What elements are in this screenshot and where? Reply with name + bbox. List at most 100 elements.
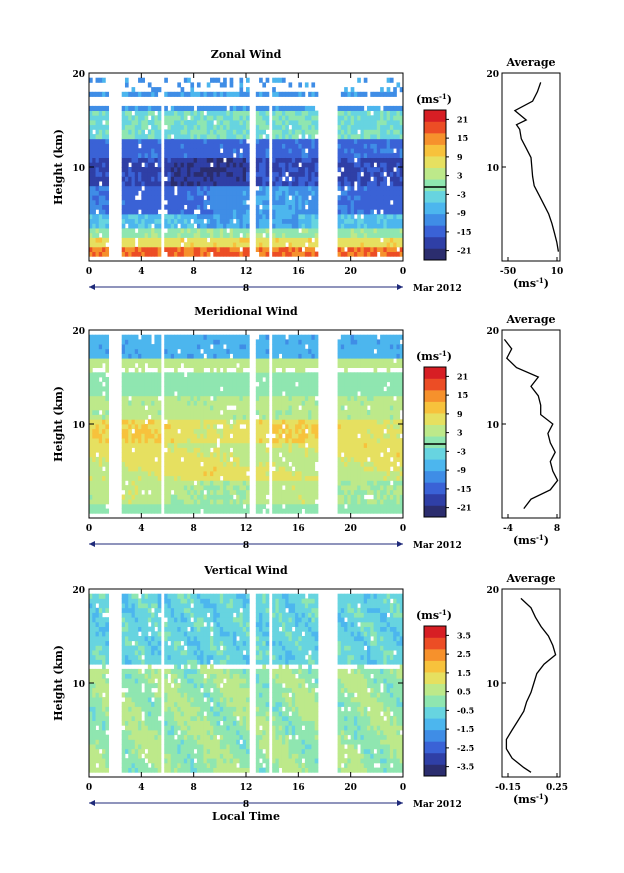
- heatmap-cell: [138, 167, 142, 173]
- heatmap-cell: [216, 353, 221, 359]
- heatmap-cell: [373, 157, 378, 163]
- panel-title: Meridional Wind: [194, 305, 298, 318]
- heatmap-cell: [353, 223, 358, 229]
- heatmap-cell: [89, 508, 93, 514]
- heatmap-cell: [124, 386, 129, 392]
- heatmap-cell: [151, 167, 155, 173]
- heatmap-cell: [105, 414, 110, 420]
- heatmap-cell: [226, 447, 231, 453]
- heatmap-cell: [255, 218, 260, 224]
- heatmap-cell: [167, 414, 172, 420]
- heatmap-cell: [124, 494, 129, 500]
- heatmap-cell: [138, 148, 142, 154]
- heatmap-cell: [102, 181, 106, 187]
- heatmap-cell: [154, 405, 159, 411]
- heatmap-cell: [281, 152, 286, 158]
- heatmap-cell: [281, 190, 286, 196]
- heatmap-cell: [92, 377, 96, 383]
- heatmap-cell: [223, 82, 227, 88]
- heatmap-cell: [373, 214, 378, 220]
- heatmap-cell: [272, 485, 276, 491]
- heatmap-cell: [389, 242, 394, 248]
- heatmap-cell: [95, 503, 100, 509]
- heatmap-cell: [138, 228, 142, 234]
- heatmap-cell: [134, 461, 139, 467]
- heatmap-cell: [200, 228, 204, 234]
- heatmap-cell: [311, 148, 316, 154]
- heatmap-cell: [213, 143, 217, 149]
- heatmap-cell: [357, 105, 361, 111]
- heatmap-cell: [275, 152, 280, 158]
- heatmap-cell: [124, 82, 129, 88]
- heatmap-cell: [246, 362, 250, 368]
- heatmap-cell: [167, 124, 172, 130]
- heatmap-cell: [170, 110, 175, 116]
- heatmap-cell: [255, 442, 260, 448]
- heatmap-cell: [131, 185, 136, 191]
- heatmap-cell: [164, 414, 168, 420]
- heatmap-cell: [95, 138, 100, 144]
- heatmap-cell: [278, 358, 283, 364]
- heatmap-cell: [210, 391, 214, 397]
- heatmap-cell: [226, 129, 231, 135]
- heatmap-cell: [340, 129, 345, 135]
- heatmap-cell: [151, 433, 155, 439]
- heatmap-cell: [255, 167, 260, 173]
- heatmap-cell: [213, 395, 217, 401]
- heatmap-cell: [246, 494, 250, 500]
- heatmap-cell: [219, 334, 224, 340]
- heatmap-cell: [291, 409, 296, 415]
- heatmap-cell: [370, 152, 374, 158]
- heatmap-cell: [242, 162, 247, 168]
- heatmap-cell: [102, 395, 106, 401]
- heatmap-cell: [370, 199, 374, 205]
- heatmap-cell: [232, 124, 237, 130]
- heatmap-cell: [337, 461, 342, 467]
- heatmap-cell: [236, 372, 240, 378]
- heatmap-cell: [295, 386, 299, 392]
- heatmap-cell: [203, 428, 208, 434]
- heatmap-cell: [350, 246, 355, 252]
- heatmap-cell: [337, 162, 342, 168]
- heatmap-cell: [278, 433, 283, 439]
- heatmap-cell: [151, 503, 155, 509]
- heatmap-cell: [337, 447, 342, 453]
- heatmap-cell: [223, 362, 227, 368]
- heatmap-cell: [347, 204, 352, 210]
- heatmap-cell: [203, 456, 208, 462]
- heatmap-cell: [383, 228, 388, 234]
- heatmap-cell: [275, 171, 280, 177]
- heatmap-cell: [196, 143, 201, 149]
- heatmap-cell: [193, 134, 198, 140]
- heatmap-cell: [154, 105, 159, 111]
- heatmap-cell: [92, 214, 96, 220]
- heatmap-cell: [203, 190, 208, 196]
- heatmap-cell: [138, 138, 142, 144]
- heatmap-cell: [278, 372, 283, 378]
- heatmap-cell: [147, 471, 152, 477]
- heatmap-cell: [383, 190, 388, 196]
- heatmap-cell: [170, 242, 175, 248]
- heatmap-cell: [141, 134, 146, 140]
- heatmap-cell: [314, 485, 319, 491]
- heatmap-cell: [121, 419, 126, 425]
- heatmap-cell: [357, 152, 361, 158]
- heatmap-cell: [396, 242, 401, 248]
- heatmap-cell: [128, 134, 132, 140]
- heatmap-cell: [174, 471, 178, 477]
- heatmap-cell: [177, 209, 181, 215]
- heatmap-cell: [314, 344, 319, 350]
- heatmap-cell: [177, 395, 181, 401]
- heatmap-cell: [295, 162, 299, 168]
- heatmap-cell: [314, 242, 319, 248]
- heatmap-cell: [92, 339, 96, 345]
- heatmap-cell: [187, 348, 191, 354]
- heatmap-cell: [216, 171, 221, 177]
- heatmap-cell: [167, 195, 172, 201]
- heatmap-cell: [190, 353, 195, 359]
- heatmap-cell: [347, 242, 352, 248]
- heatmap-cell: [285, 456, 289, 462]
- heatmap-cell: [196, 400, 201, 406]
- heatmap-cell: [376, 134, 381, 140]
- colorbar-tick-label: -15: [457, 227, 471, 237]
